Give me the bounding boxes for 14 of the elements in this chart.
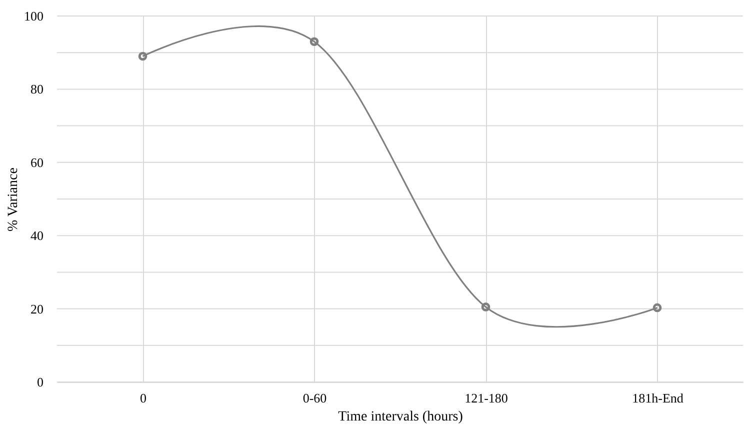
point [310,37,319,46]
y-tick-label: 60 [30,154,44,170]
point [481,302,490,312]
y-tick-label: 100 [24,8,44,24]
y-tick-label: 80 [30,82,44,97]
x-tick-label: 121-180 [464,390,508,406]
x-axis-title: Time intervals (hours) [338,410,464,424]
y-axis-title: % Variance [6,168,21,232]
y-tick-label: 20 [30,301,44,316]
x-tick-label: 0 [140,390,146,406]
y-tick-label: 40 [30,228,44,244]
x-tick-label: 0-60 [302,390,327,406]
x-tick-label: 181h-End [632,390,684,406]
y-tick-label: 0 [37,374,44,390]
